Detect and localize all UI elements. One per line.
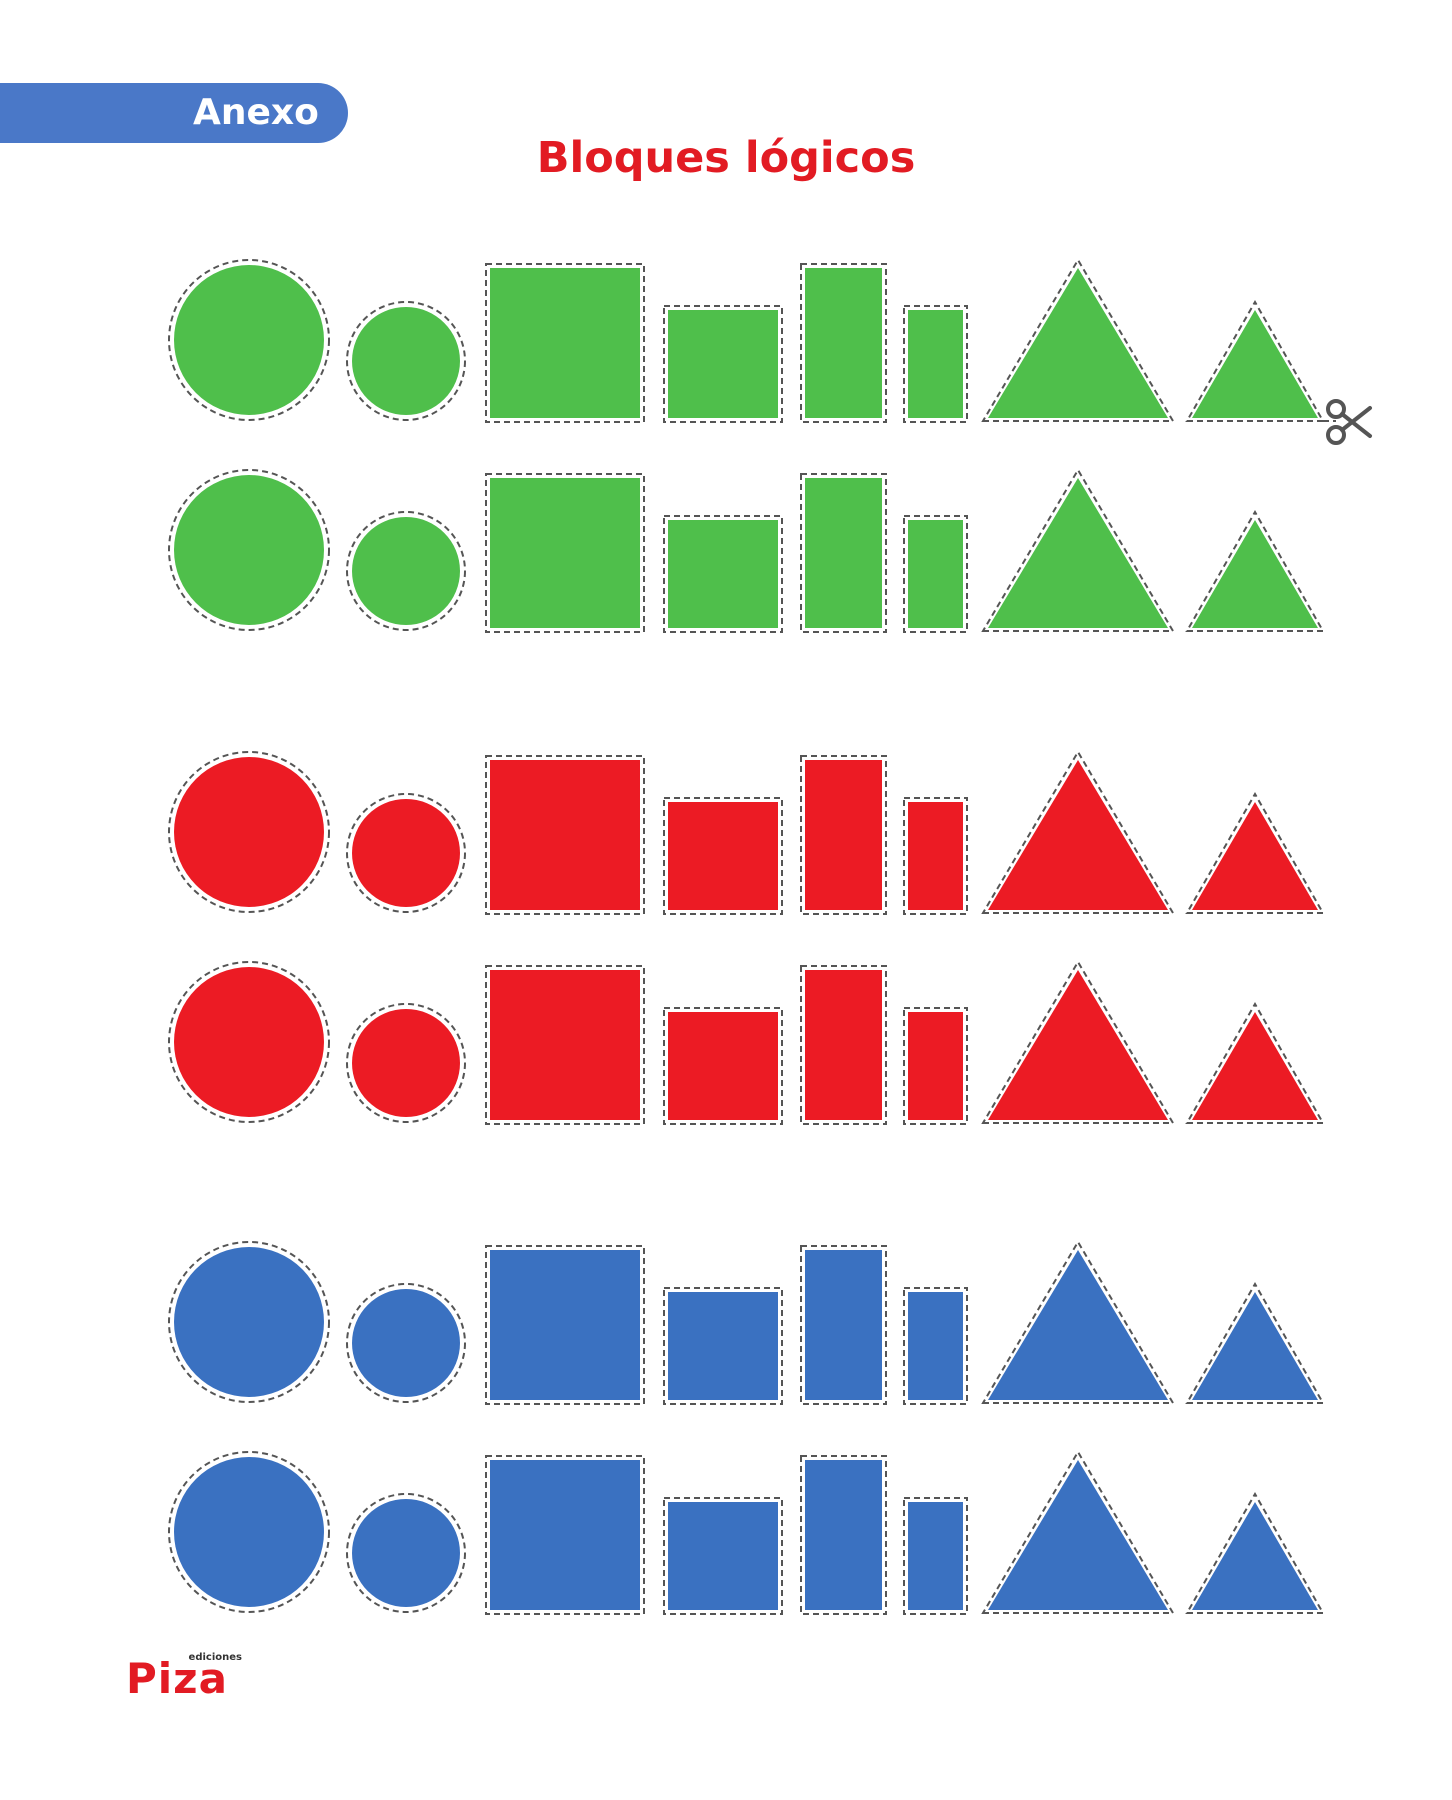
blue-small-rectangle bbox=[903, 1497, 968, 1615]
blue-small-rectangle bbox=[903, 1287, 968, 1405]
red-small-triangle bbox=[1185, 791, 1325, 914]
green-large-rectangle bbox=[800, 263, 887, 423]
green-large-circle bbox=[168, 469, 330, 631]
red-small-circle bbox=[346, 1003, 466, 1123]
blue-large-circle bbox=[168, 1451, 330, 1613]
green-small-rectangle bbox=[903, 515, 968, 633]
blue-large-triangle bbox=[981, 1450, 1175, 1614]
blue-small-circle bbox=[346, 1283, 466, 1403]
blue-small-circle bbox=[346, 1493, 466, 1613]
red-large-triangle bbox=[981, 750, 1175, 914]
red-row-1 bbox=[168, 750, 1325, 915]
blue-small-square bbox=[663, 1497, 783, 1615]
green-small-circle bbox=[346, 511, 466, 631]
green-large-rectangle bbox=[800, 473, 887, 633]
red-large-circle bbox=[168, 751, 330, 913]
scissors-icon bbox=[1326, 399, 1372, 445]
blue-small-triangle bbox=[1185, 1281, 1325, 1404]
page-title: Bloques lógicos bbox=[536, 133, 916, 183]
blue-row-1 bbox=[168, 1240, 1325, 1405]
red-small-square bbox=[663, 1007, 783, 1125]
blue-large-square bbox=[485, 1245, 645, 1405]
green-small-triangle bbox=[1185, 509, 1325, 632]
blue-large-circle bbox=[168, 1241, 330, 1403]
blue-row-2 bbox=[168, 1450, 1325, 1615]
green-large-square bbox=[485, 263, 645, 423]
red-large-rectangle bbox=[800, 755, 887, 915]
anexo-label: Anexo bbox=[193, 92, 319, 133]
green-row-2 bbox=[168, 468, 1325, 633]
red-small-circle bbox=[346, 793, 466, 913]
green-small-square bbox=[663, 515, 783, 633]
red-small-rectangle bbox=[903, 797, 968, 915]
green-row-1 bbox=[168, 258, 1325, 423]
green-large-square bbox=[485, 473, 645, 633]
anexo-tab: Anexo bbox=[0, 83, 348, 143]
green-large-triangle bbox=[981, 258, 1175, 422]
red-large-circle bbox=[168, 961, 330, 1123]
green-small-circle bbox=[346, 301, 466, 421]
blue-small-triangle bbox=[1185, 1491, 1325, 1614]
red-large-square bbox=[485, 755, 645, 915]
blue-large-rectangle bbox=[800, 1455, 887, 1615]
blue-large-triangle bbox=[981, 1240, 1175, 1404]
red-large-triangle bbox=[981, 960, 1175, 1124]
green-small-rectangle bbox=[903, 305, 968, 423]
green-small-triangle bbox=[1185, 299, 1325, 422]
blue-large-square bbox=[485, 1455, 645, 1615]
red-row-2 bbox=[168, 960, 1325, 1125]
red-large-square bbox=[485, 965, 645, 1125]
logo-ediciones: ediciones bbox=[188, 1652, 242, 1663]
piza-logo: ediciones Piza bbox=[126, 1652, 246, 1702]
green-large-triangle bbox=[981, 468, 1175, 632]
green-large-circle bbox=[168, 259, 330, 421]
red-small-square bbox=[663, 797, 783, 915]
red-small-triangle bbox=[1185, 1001, 1325, 1124]
blue-large-rectangle bbox=[800, 1245, 887, 1405]
blue-small-square bbox=[663, 1287, 783, 1405]
logo-piza: Piza bbox=[126, 1654, 228, 1703]
red-small-rectangle bbox=[903, 1007, 968, 1125]
red-large-rectangle bbox=[800, 965, 887, 1125]
green-small-square bbox=[663, 305, 783, 423]
